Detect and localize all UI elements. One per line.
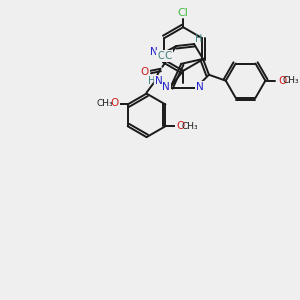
Text: N: N xyxy=(154,76,162,86)
Text: CH₃: CH₃ xyxy=(182,122,199,131)
Text: N: N xyxy=(163,82,170,92)
Text: H: H xyxy=(195,34,203,44)
Text: Cl: Cl xyxy=(178,8,189,18)
Text: O: O xyxy=(176,121,184,131)
Text: O: O xyxy=(140,67,149,77)
Text: N: N xyxy=(196,82,204,92)
Text: O: O xyxy=(111,98,119,109)
Text: C: C xyxy=(165,51,172,61)
Text: O: O xyxy=(278,76,286,86)
Text: CH₃: CH₃ xyxy=(283,76,299,85)
Text: N: N xyxy=(150,47,158,57)
Text: C: C xyxy=(157,51,164,61)
Text: CH₃: CH₃ xyxy=(97,99,113,108)
Text: H: H xyxy=(148,76,155,86)
